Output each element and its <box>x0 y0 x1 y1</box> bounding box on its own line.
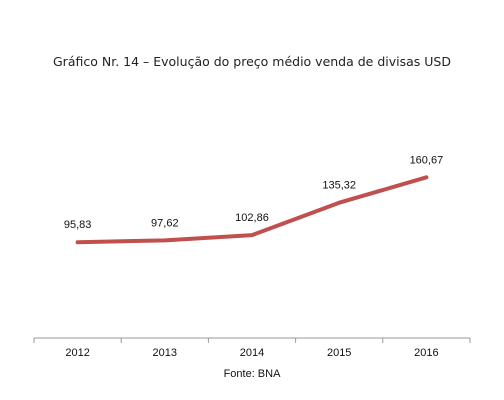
x-tick-label: 2013 <box>153 347 177 359</box>
data-label: 135,32 <box>322 180 356 192</box>
x-tick-label: 2014 <box>240 347 264 359</box>
data-label: 102,86 <box>235 212 269 224</box>
x-tick-label: 2016 <box>414 347 438 359</box>
data-labels: 95,83 97,62 102,86 135,32 160,67 <box>64 154 443 231</box>
series-line <box>75 175 429 245</box>
data-label: 95,83 <box>64 219 92 231</box>
x-tick-label: 2012 <box>65 347 89 359</box>
chart-source: Fonte: BNA <box>224 368 282 380</box>
data-label: 160,67 <box>410 154 444 166</box>
chart-title: Gráfico Nr. 14 – Evolução do preço médio… <box>53 54 451 69</box>
data-label: 97,62 <box>151 217 179 229</box>
x-tick-label: 2015 <box>327 347 351 359</box>
x-axis-tick-labels: 2012 2013 2014 2015 2016 <box>65 347 438 359</box>
x-axis-ticks <box>33 338 471 343</box>
